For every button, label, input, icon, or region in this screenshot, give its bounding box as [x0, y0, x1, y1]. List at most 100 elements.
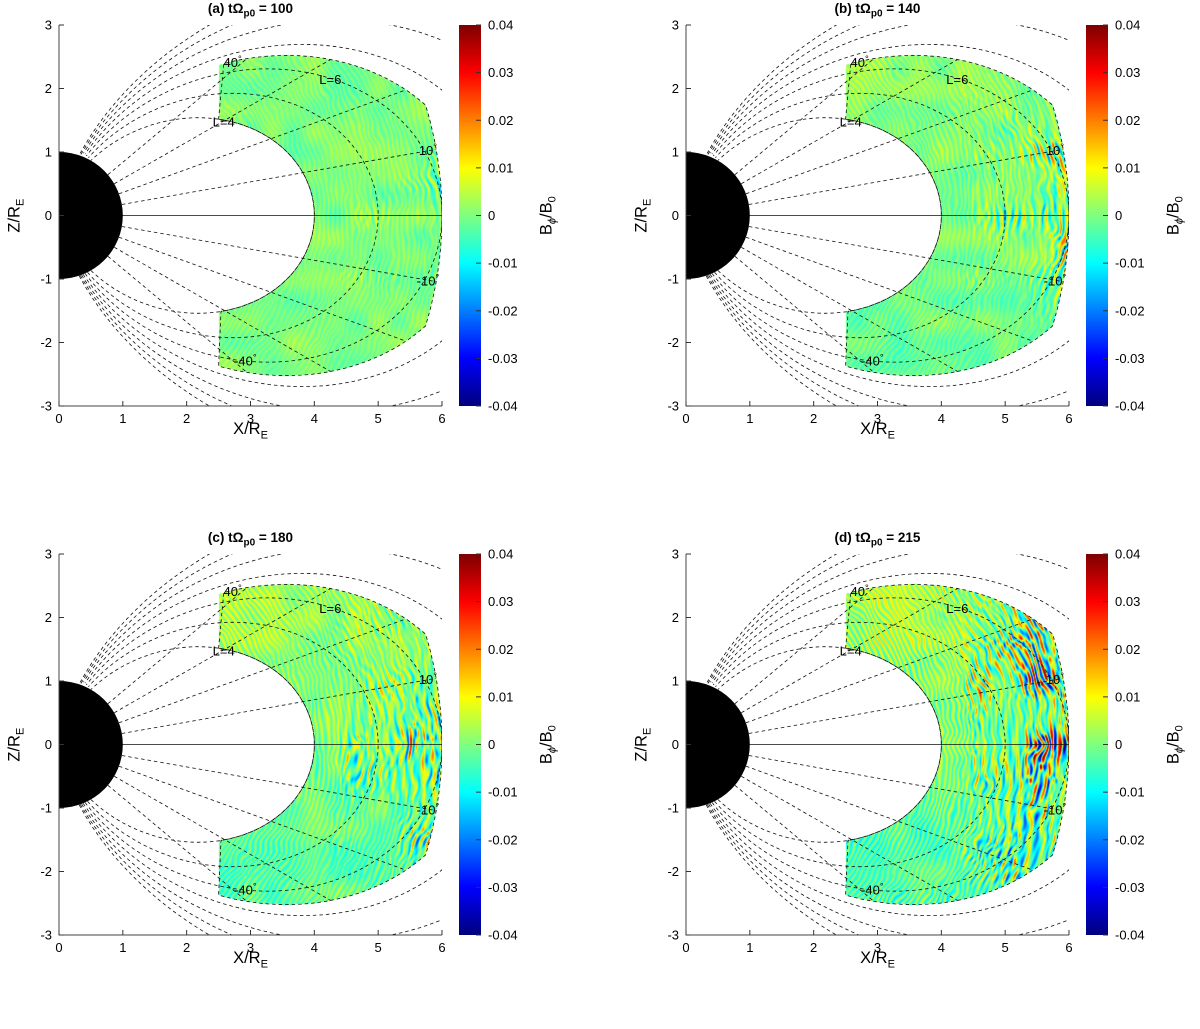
- y-tick-label: -2: [40, 335, 52, 350]
- axes-overlay: 0 1 2 3 4 5 6 -3 -2 -1 0 1 2 3 0.04 0.03 0.02 0.01 0 -0.01 -…: [40, 547, 518, 956]
- y-label-sub: E: [14, 198, 27, 207]
- annotation-label: 10°: [419, 142, 437, 158]
- colorbar-label: Bϕ/B0: [1164, 156, 1185, 276]
- latitude-line-20: [745, 618, 1034, 724]
- y-tick-label: 3: [672, 547, 679, 562]
- cb-label-zero: 0: [546, 725, 559, 732]
- title-subscript: p0: [870, 537, 883, 549]
- y-label-sub: E: [14, 727, 27, 736]
- plot-grid: [686, 554, 1069, 935]
- latitude-line--10: [121, 226, 437, 283]
- cb-label-slashB: /B: [1164, 202, 1183, 218]
- simulation-shell-outline: [845, 583, 1069, 906]
- earth-disk: [59, 681, 123, 808]
- field-line-L6: [711, 597, 1069, 892]
- x-tick-label: 0: [55, 411, 62, 426]
- y-axis-label: Z/RE: [632, 161, 653, 271]
- y-tick-label: 1: [45, 674, 52, 689]
- latitude-line-20: [118, 618, 407, 724]
- y-tick-label: -3: [40, 399, 52, 414]
- cb-label-B: B: [1164, 224, 1183, 236]
- panel-title: (a) tΩp0 = 100: [59, 1, 442, 20]
- latitude-line-10: [748, 677, 1064, 734]
- title-subscript: p0: [243, 8, 256, 20]
- colorbar-tick-label: 0.01: [1115, 160, 1140, 175]
- annotation-label: -40°: [234, 881, 257, 897]
- y-axis-label: Z/RE: [5, 161, 26, 271]
- title-value: = 100: [255, 1, 294, 16]
- colorbar-tick-label: 0: [1115, 208, 1122, 223]
- latitude-line-30: [114, 588, 331, 714]
- latitude-line-40: [107, 587, 248, 704]
- field-line-L6: [84, 597, 442, 892]
- x-tick-label: 5: [1002, 411, 1009, 426]
- x-tick-label: 3: [874, 411, 881, 426]
- axes-overlay: 0 1 2 3 4 5 6 -3 -2 -1 0 1 2 3 0.04 0.03 0.02 0.01 0 -0.01 -…: [667, 18, 1145, 427]
- simulation-shell-outline: [845, 54, 1069, 377]
- x-tick-label: 1: [119, 411, 126, 426]
- x-label-main: X/R: [233, 420, 261, 438]
- colorbar-tick-label: 0.01: [488, 160, 513, 175]
- panel-title: (c) tΩp0 = 180: [59, 530, 442, 549]
- x-tick-label: 2: [183, 411, 190, 426]
- field-line-L7: [709, 573, 1069, 917]
- colorbar-tick-label: 0: [488, 208, 495, 223]
- field-line-L10: [78, 554, 211, 935]
- plot-grid: [686, 25, 1069, 406]
- panel-d: (d) tΩp0 = 215 0 1 2 3 4 5 6 -3 -2 -1 0 1 2 3 0.04 0.03…: [627, 529, 1200, 1029]
- colorbar-gradient: [1086, 554, 1108, 935]
- x-tick-label: 4: [938, 940, 945, 955]
- y-tick-label: 0: [45, 737, 52, 752]
- annotation-label: 10°: [1046, 671, 1064, 687]
- title-value: = 215: [882, 530, 921, 545]
- colorbar-tick-label: -0.01: [488, 256, 518, 271]
- y-axis-label: Z/RE: [632, 690, 653, 800]
- x-label-sub: E: [887, 429, 895, 442]
- latitude-line--20: [118, 236, 407, 342]
- annotation-label: L=4: [213, 115, 235, 130]
- x-tick-label: 5: [375, 411, 382, 426]
- panel-title: (d) tΩp0 = 215: [686, 530, 1069, 549]
- field-line-L10: [78, 25, 211, 406]
- colorbar-tick-label: -0.03: [1115, 351, 1145, 366]
- simulation-shell-outline: [218, 54, 442, 377]
- latitude-line--30: [114, 775, 331, 901]
- cb-label-slashB: /B: [537, 202, 556, 218]
- field-line-L8: [708, 25, 1069, 406]
- y-tick-label: 3: [672, 18, 679, 33]
- axes-overlay: 0 1 2 3 4 5 6 -3 -2 -1 0 1 2 3 0.04 0.03 0.02 0.01 0 -0.01 -…: [40, 18, 518, 427]
- annotation-label: 10°: [419, 671, 437, 687]
- colorbar-gradient: [459, 25, 481, 406]
- field-line-L6: [84, 68, 442, 363]
- y-tick-label: 1: [45, 145, 52, 160]
- y-tick-label: -3: [667, 399, 679, 414]
- x-tick-label: 3: [247, 940, 254, 955]
- annotation-label: L=4: [213, 644, 235, 659]
- x-label-main: X/R: [233, 949, 261, 967]
- x-tick-label: 5: [1002, 940, 1009, 955]
- colorbar-tick-label: -0.02: [488, 832, 518, 847]
- colorbar-tick-label: 0.04: [488, 547, 513, 562]
- latitude-line-10: [121, 148, 437, 205]
- colorbar-label: Bϕ/B0: [537, 685, 558, 805]
- latitude-line--10: [121, 755, 437, 812]
- field-line-L8: [81, 25, 442, 406]
- x-tick-label: 3: [874, 940, 881, 955]
- colorbar-tick-label: -0.03: [488, 880, 518, 895]
- latitude-line-30: [741, 588, 958, 714]
- annotation-label: L=6: [319, 601, 341, 616]
- x-tick-label: 6: [1065, 411, 1072, 426]
- field-line-L7: [82, 44, 442, 388]
- latitude-line-40: [734, 587, 875, 704]
- colorbar-tick-label: 0.01: [1115, 689, 1140, 704]
- latitude-line-40: [734, 58, 875, 175]
- y-tick-label: 0: [672, 208, 679, 223]
- y-tick-label: -2: [667, 335, 679, 350]
- colorbar-tick-label: -0.03: [488, 351, 518, 366]
- x-axis-label: X/RE: [686, 420, 1069, 441]
- y-label-main: Z/R: [5, 206, 24, 233]
- y-label-main: Z/R: [632, 735, 651, 762]
- latitude-line--10: [748, 755, 1064, 812]
- annotation-label: 40°: [850, 54, 868, 70]
- y-tick-label: -1: [667, 272, 679, 287]
